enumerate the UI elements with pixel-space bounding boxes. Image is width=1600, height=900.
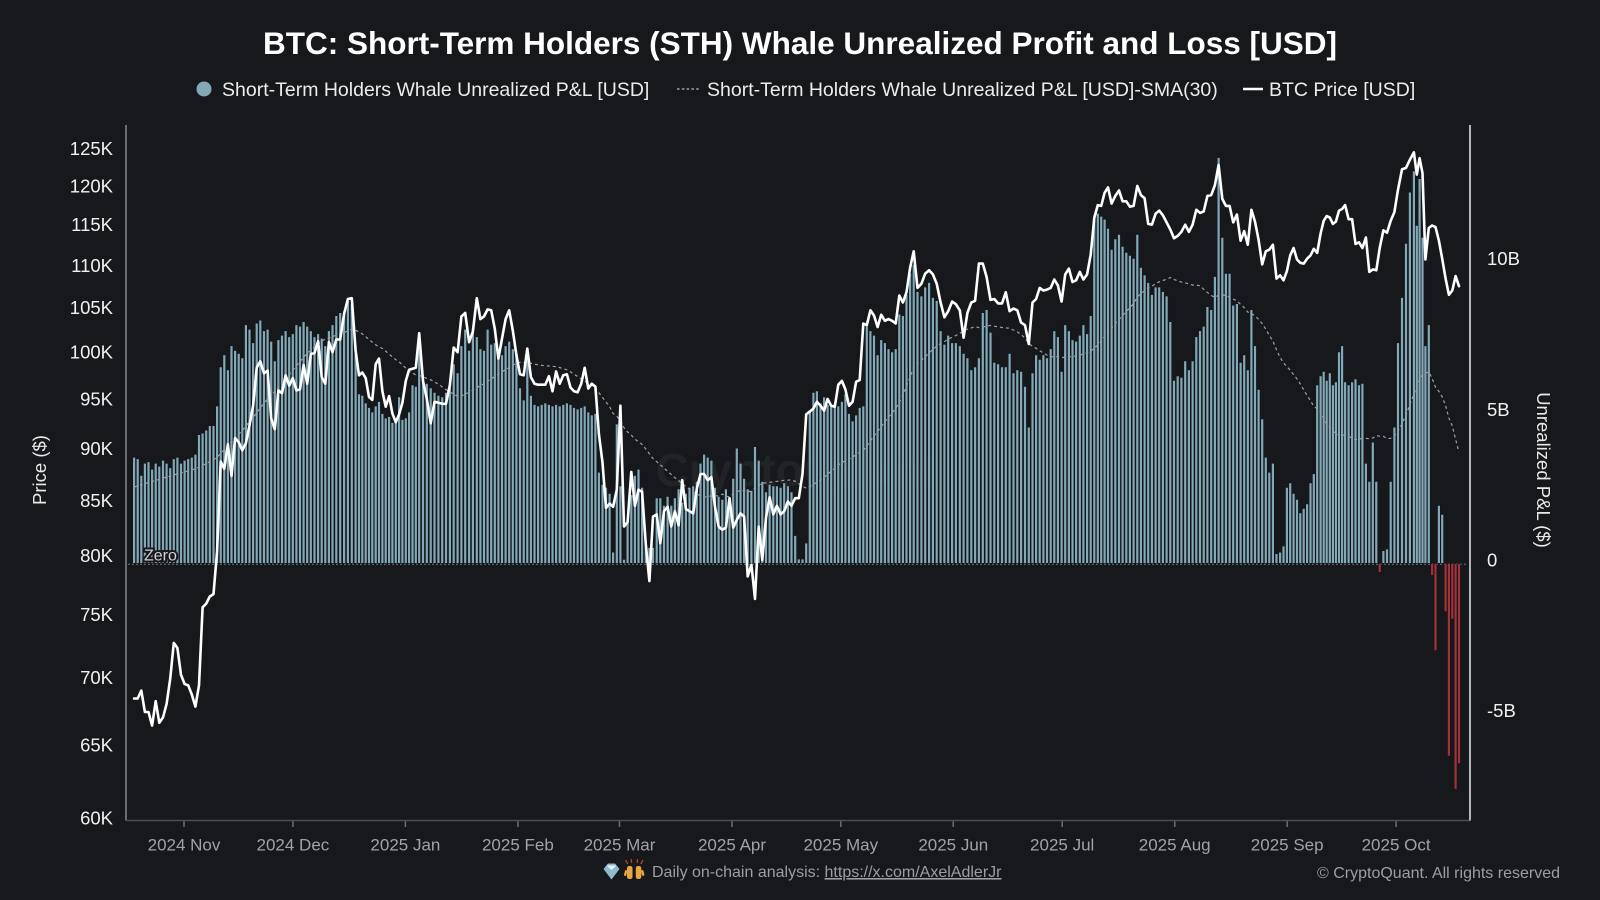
svg-text:2024 Dec: 2024 Dec [257,836,330,855]
svg-text:2025 May: 2025 May [803,836,878,855]
svg-text:75K: 75K [80,604,114,625]
svg-text:60K: 60K [80,808,114,829]
svg-text:80K: 80K [80,545,114,566]
svg-text:© CryptoQuant. All rights rese: © CryptoQuant. All rights reserved [1317,865,1560,882]
svg-text:2025 Mar: 2025 Mar [584,836,656,855]
svg-text:95K: 95K [80,389,114,410]
svg-text:2025 Apr: 2025 Apr [698,836,766,855]
svg-text:115K: 115K [71,214,113,235]
svg-text:2025 Oct: 2025 Oct [1362,836,1431,855]
svg-text:Short-Term Holders Whale Unrea: Short-Term Holders Whale Unrealized P&L … [707,79,1218,101]
svg-text:Price ($): Price ($) [29,435,50,505]
svg-text:110K: 110K [71,255,113,276]
svg-text:-5B: -5B [1487,700,1516,721]
svg-text:70K: 70K [80,667,114,688]
svg-text:10B: 10B [1487,248,1520,269]
svg-text:5B: 5B [1487,399,1510,420]
svg-text:100K: 100K [70,342,114,363]
svg-text:2025 Jun: 2025 Jun [918,836,988,855]
svg-text:Short-Term Holders Whale Unrea: Short-Term Holders Whale Unrealized P&L … [222,79,649,101]
svg-text:2024 Nov: 2024 Nov [148,836,221,855]
svg-text:65K: 65K [80,735,114,756]
svg-text:Unrealized P&L ($): Unrealized P&L ($) [1533,392,1554,548]
svg-text:90K: 90K [80,438,114,459]
svg-text:2025 Jan: 2025 Jan [370,836,440,855]
svg-text:Daily on-chain analysis: https: Daily on-chain analysis: https://x.com/A… [652,864,1002,881]
svg-text:105K: 105K [70,297,114,318]
svg-text:85K: 85K [80,490,114,511]
svg-text:2025 Sep: 2025 Sep [1251,836,1324,855]
svg-text:BTC: Short-Term Holders (STH): BTC: Short-Term Holders (STH) Whale Unre… [263,25,1337,61]
svg-text:Zero: Zero [144,548,177,565]
svg-text:125K: 125K [70,138,114,159]
svg-text:BTC Price [USD]: BTC Price [USD] [1269,79,1415,101]
svg-text:2025 Jul: 2025 Jul [1030,836,1094,855]
svg-text:2025 Feb: 2025 Feb [482,836,554,855]
svg-text:0: 0 [1487,550,1497,571]
svg-text:2025 Aug: 2025 Aug [1139,836,1211,855]
svg-text:120K: 120K [70,175,114,196]
